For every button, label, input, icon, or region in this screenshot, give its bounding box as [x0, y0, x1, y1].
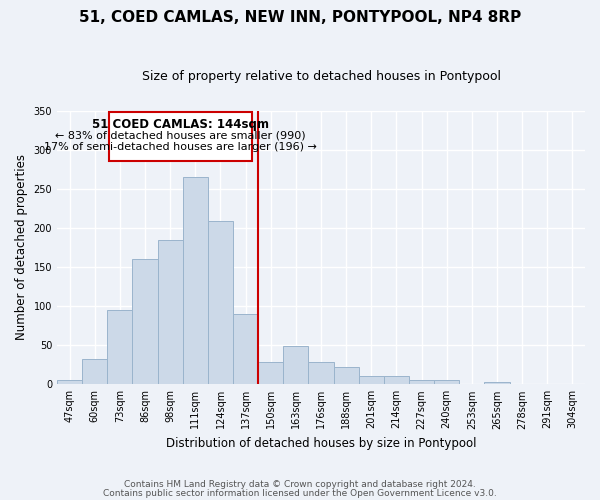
Y-axis label: Number of detached properties: Number of detached properties [15, 154, 28, 340]
Bar [484, 382, 509, 384]
Bar [409, 380, 434, 384]
Bar [158, 240, 183, 384]
Text: 51 COED CAMLAS: 144sqm: 51 COED CAMLAS: 144sqm [92, 118, 269, 132]
Text: 51, COED CAMLAS, NEW INN, PONTYPOOL, NP4 8RP: 51, COED CAMLAS, NEW INN, PONTYPOOL, NP4… [79, 10, 521, 25]
Bar [133, 259, 158, 384]
Bar [107, 310, 133, 384]
X-axis label: Distribution of detached houses by size in Pontypool: Distribution of detached houses by size … [166, 437, 476, 450]
Text: Contains public sector information licensed under the Open Government Licence v3: Contains public sector information licen… [103, 489, 497, 498]
Text: Contains HM Land Registry data © Crown copyright and database right 2024.: Contains HM Land Registry data © Crown c… [124, 480, 476, 489]
Bar [233, 314, 258, 384]
FancyBboxPatch shape [109, 112, 252, 162]
Title: Size of property relative to detached houses in Pontypool: Size of property relative to detached ho… [142, 70, 500, 83]
Bar [434, 380, 459, 384]
Bar [208, 221, 233, 384]
Bar [183, 177, 208, 384]
Bar [82, 360, 107, 384]
Text: ← 83% of detached houses are smaller (990): ← 83% of detached houses are smaller (99… [55, 131, 305, 141]
Bar [57, 380, 82, 384]
Text: 17% of semi-detached houses are larger (196) →: 17% of semi-detached houses are larger (… [44, 142, 317, 152]
Bar [283, 346, 308, 385]
Bar [308, 362, 334, 384]
Bar [384, 376, 409, 384]
Bar [334, 367, 359, 384]
Bar [258, 362, 283, 384]
Bar [359, 376, 384, 384]
